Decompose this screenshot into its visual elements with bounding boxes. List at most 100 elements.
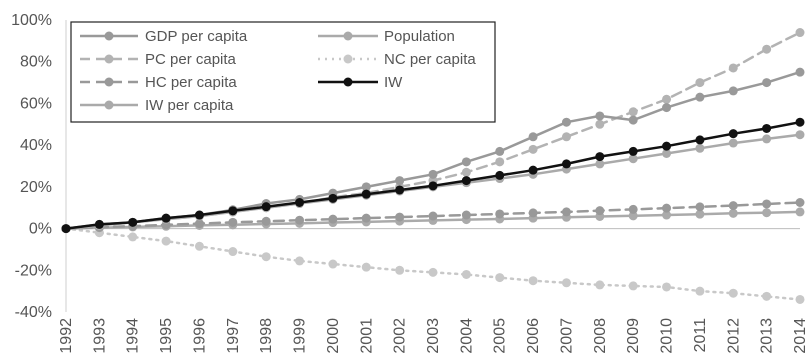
x-tick-label: 2007 [558,318,575,354]
y-tick-label: 60% [20,95,52,112]
data-point [762,44,772,54]
data-point [461,157,471,167]
data-point [295,215,305,225]
data-point [395,265,405,275]
data-point [795,67,805,77]
data-point [628,115,638,125]
x-tick-label: 2009 [625,318,642,354]
x-tick-label: 2000 [325,318,342,354]
data-point [328,193,338,203]
data-point [495,273,505,283]
y-tick-label: 100% [11,12,52,29]
legend-marker [104,31,114,41]
x-tick-label: 2006 [525,318,542,354]
data-point [528,144,538,154]
data-point [795,198,805,207]
data-point [662,103,672,113]
data-point [328,259,338,269]
data-point [728,288,738,298]
data-point [695,209,705,219]
legend-item-iw-per-capita: IW per capita [80,97,234,114]
data-point [762,291,772,301]
data-point [461,269,471,279]
data-point [728,86,738,96]
legend-item-iw: IW [318,74,403,91]
data-point [595,152,605,162]
data-point [662,282,672,292]
x-tick-label: 2001 [358,318,375,354]
data-point [561,159,571,169]
data-point [528,165,538,175]
legend-marker [104,77,114,87]
data-point [395,185,405,195]
data-point [595,280,605,290]
x-tick-label: 2002 [392,318,409,354]
data-point [728,208,738,218]
data-point [595,159,605,169]
series-iw [61,117,805,234]
data-point [361,182,371,192]
data-point [795,207,805,217]
data-point [428,169,438,179]
data-point [495,157,505,167]
data-point [728,129,738,139]
data-point [194,210,204,220]
data-point [662,203,672,213]
data-point [795,117,805,127]
data-point [762,134,772,144]
data-point [361,262,371,272]
x-tick-label: 2010 [659,318,676,354]
x-tick-label: 2013 [759,318,776,354]
legend-label: Population [384,28,455,45]
legend-label: NC per capita [384,51,476,68]
x-tick-label: 2012 [725,318,742,354]
data-point [228,217,238,227]
series-line-nc-per-capita [64,227,802,301]
data-point [662,94,672,104]
x-tick-label: 2004 [458,318,475,354]
data-point [628,281,638,291]
y-axis-ticks: -40% -20% 0% 20% 40% 60% 80% 100% [11,12,52,321]
x-tick-label: 1997 [225,318,242,354]
legend-marker [104,100,114,110]
x-tick-label: 2003 [425,318,442,354]
data-point [628,211,638,221]
data-point [628,204,638,214]
data-point [795,28,805,38]
legend-marker [104,54,114,64]
data-point [295,256,305,266]
data-point [561,207,571,217]
data-point [261,202,271,212]
y-tick-label: -40% [15,304,52,321]
data-point [628,146,638,156]
data-point [94,219,104,229]
data-point [695,92,705,102]
data-point [695,78,705,88]
data-point [528,276,538,286]
data-point [495,209,505,219]
data-point [561,132,571,142]
legend-marker [343,77,353,87]
x-tick-label: 1993 [91,318,108,354]
y-tick-label: 20% [20,179,52,196]
data-point [762,208,772,218]
x-tick-label: 2008 [592,318,609,354]
x-tick-label: 1994 [125,318,142,354]
data-point [495,170,505,180]
legend-label: HC per capita [145,74,237,91]
data-point [528,132,538,142]
y-tick-label: 80% [20,54,52,71]
data-point [762,123,772,133]
y-tick-label: -20% [15,262,52,279]
data-point [228,206,238,216]
data-point [428,211,438,221]
x-tick-label: 1998 [258,318,275,354]
data-point [428,267,438,277]
x-axis-ticks: 1992 1993 1994 1995 1996 1997 1998 1999 2000 2001… [58,318,807,354]
data-point [428,181,438,191]
y-tick-label: 40% [20,137,52,154]
data-point [695,135,705,145]
data-point [561,278,571,288]
data-point [495,146,505,156]
